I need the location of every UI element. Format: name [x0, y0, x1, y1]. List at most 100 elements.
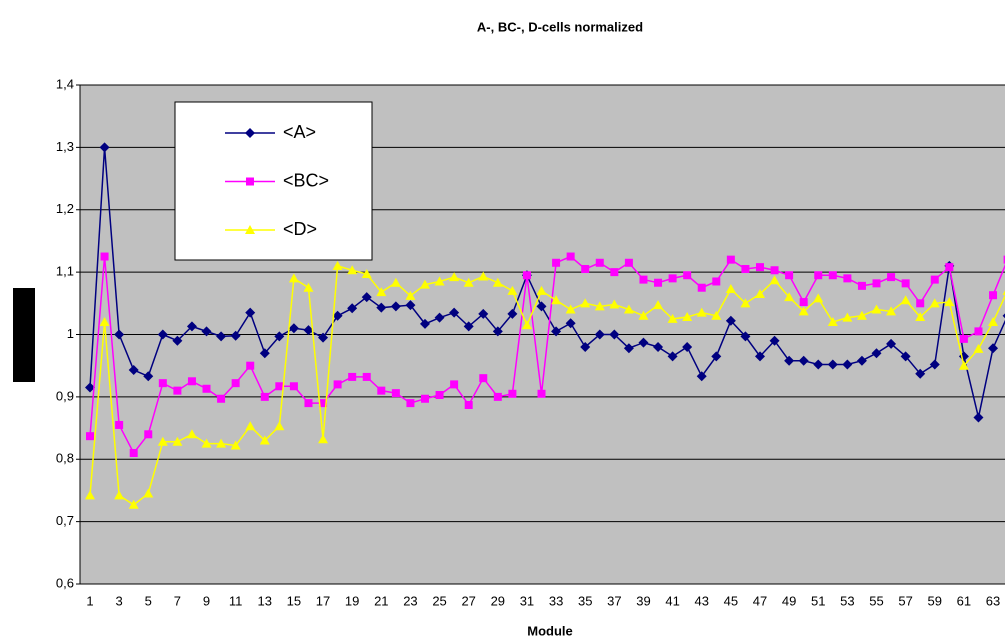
- marker: [216, 331, 227, 342]
- marker: [319, 399, 328, 408]
- marker: [507, 285, 518, 295]
- x-tick-label: 57: [898, 593, 912, 608]
- x-tick-label: 61: [957, 593, 971, 608]
- marker: [172, 335, 183, 346]
- marker: [988, 343, 999, 354]
- x-tick-label: 33: [549, 593, 563, 608]
- marker: [754, 351, 765, 362]
- marker: [886, 306, 897, 316]
- marker: [201, 326, 212, 337]
- y-tick-label: 0,8: [56, 451, 74, 466]
- x-tick-label: 15: [287, 593, 301, 608]
- x-tick-label: 31: [520, 593, 534, 608]
- x-tick-label: 49: [782, 593, 796, 608]
- y-tick-label: 1,1: [56, 264, 74, 279]
- marker: [420, 394, 429, 403]
- marker: [390, 301, 401, 312]
- marker: [814, 271, 823, 280]
- marker: [856, 355, 867, 366]
- marker: [245, 128, 255, 138]
- marker: [668, 274, 677, 283]
- y-tick-label: 0,6: [56, 575, 74, 590]
- x-tick-label: 63: [986, 593, 1000, 608]
- marker: [711, 351, 722, 362]
- marker: [390, 277, 401, 287]
- marker: [274, 421, 285, 431]
- marker: [682, 312, 693, 322]
- legend-label: <A>: [283, 122, 316, 142]
- marker: [755, 263, 764, 272]
- x-tick-label: 11: [229, 593, 243, 608]
- y-axis-label-redacted: [13, 288, 35, 382]
- marker: [609, 329, 620, 340]
- marker: [157, 436, 168, 446]
- marker: [886, 338, 897, 349]
- x-tick-label: 17: [316, 593, 330, 608]
- marker: [478, 271, 489, 281]
- marker: [726, 255, 735, 264]
- marker: [594, 301, 605, 311]
- marker: [871, 304, 882, 314]
- marker: [565, 304, 576, 314]
- marker: [361, 268, 372, 278]
- marker: [186, 321, 197, 332]
- marker: [449, 272, 460, 282]
- marker: [173, 386, 182, 395]
- marker: [115, 420, 124, 429]
- marker: [551, 326, 562, 337]
- x-tick-label: 45: [724, 593, 738, 608]
- x-tick-label: 7: [174, 593, 181, 608]
- marker: [100, 252, 109, 261]
- marker: [333, 380, 342, 389]
- marker: [536, 285, 547, 295]
- marker: [900, 295, 911, 305]
- marker: [201, 438, 212, 448]
- marker: [479, 374, 488, 383]
- marker: [144, 430, 153, 439]
- marker: [463, 277, 474, 287]
- marker: [464, 400, 473, 409]
- marker: [492, 277, 503, 287]
- marker: [696, 371, 707, 382]
- marker: [741, 265, 750, 274]
- marker: [391, 389, 400, 398]
- marker: [609, 299, 620, 309]
- marker: [405, 300, 416, 311]
- marker: [929, 359, 940, 370]
- marker: [770, 266, 779, 275]
- marker: [871, 348, 882, 359]
- y-tick-label: 1: [67, 326, 74, 341]
- marker: [303, 325, 314, 336]
- marker: [187, 377, 196, 386]
- marker: [623, 343, 634, 354]
- marker: [973, 343, 984, 353]
- x-tick-label: 3: [116, 593, 123, 608]
- marker: [1003, 255, 1005, 264]
- marker: [725, 283, 736, 293]
- marker: [143, 488, 154, 498]
- marker: [230, 330, 241, 341]
- marker: [245, 225, 255, 234]
- marker: [696, 307, 707, 317]
- marker: [245, 421, 256, 431]
- marker: [85, 490, 95, 500]
- marker: [289, 382, 298, 391]
- series-line: [89, 264, 1005, 506]
- marker: [667, 351, 678, 362]
- y-tick-label: 1,2: [56, 201, 74, 216]
- x-tick-label: 41: [665, 593, 679, 608]
- marker: [217, 394, 226, 403]
- marker: [128, 499, 139, 509]
- marker: [434, 312, 445, 323]
- x-tick-label: 21: [374, 593, 388, 608]
- marker: [566, 252, 575, 261]
- x-tick-label: 39: [636, 593, 650, 608]
- marker: [288, 323, 299, 334]
- marker: [406, 399, 415, 408]
- x-tick-label: 53: [840, 593, 854, 608]
- marker: [552, 258, 561, 267]
- x-tick-label: 59: [928, 593, 942, 608]
- marker: [158, 379, 167, 388]
- marker: [536, 301, 547, 312]
- marker: [304, 399, 313, 408]
